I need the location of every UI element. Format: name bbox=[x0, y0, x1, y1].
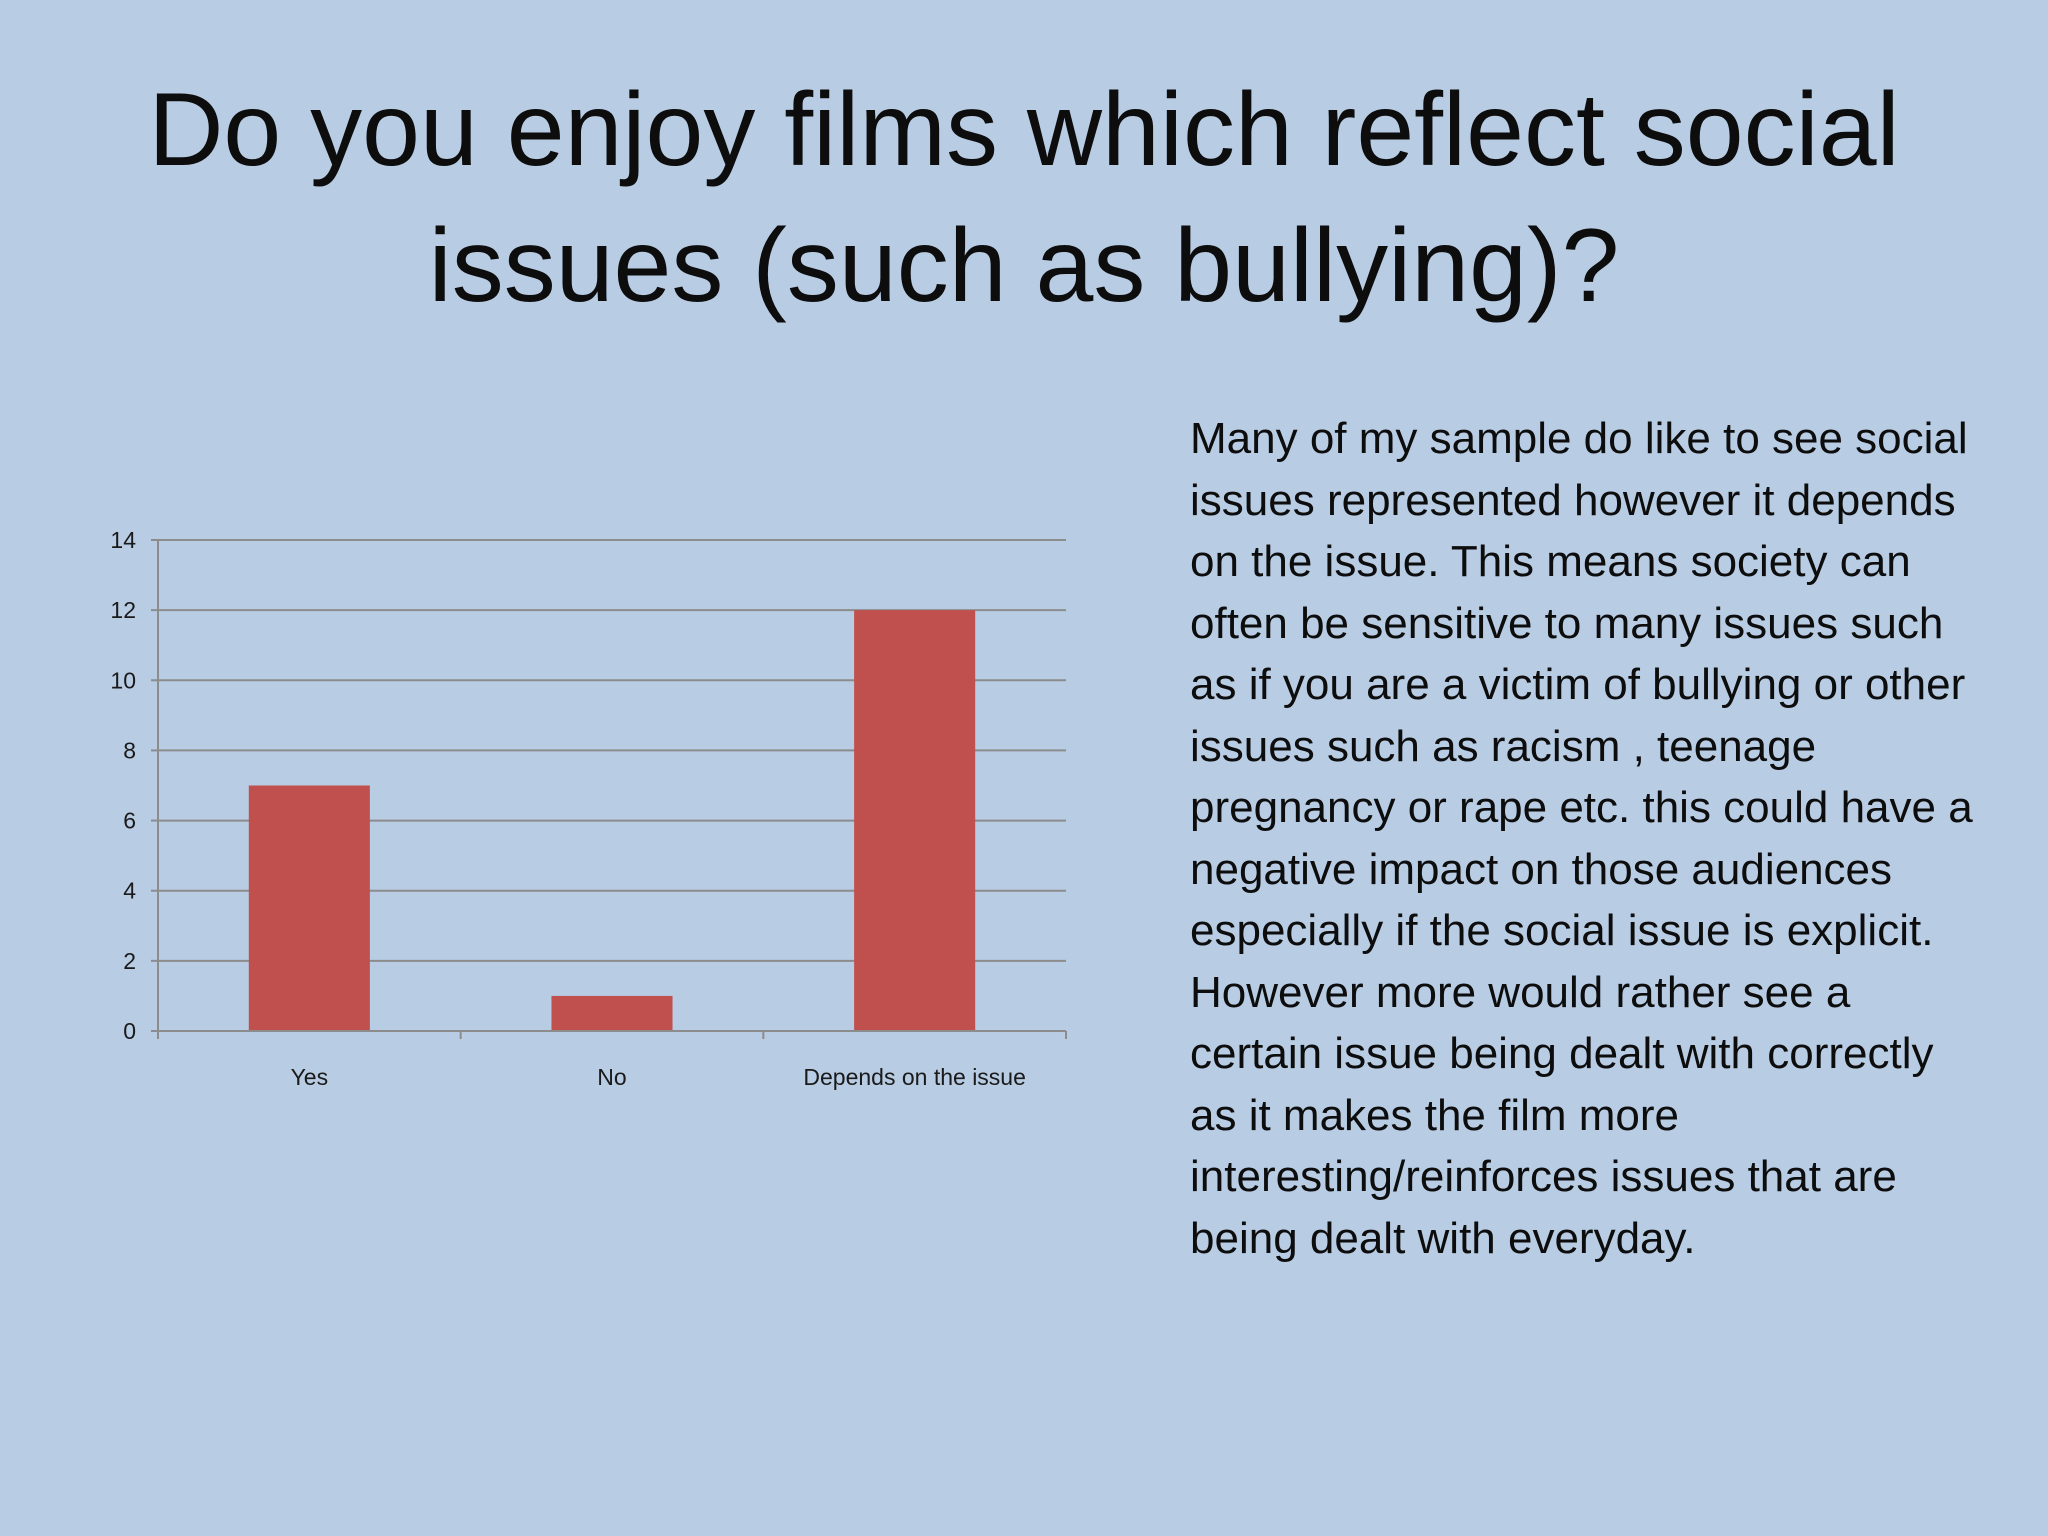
y-tick-label: 6 bbox=[123, 808, 136, 834]
slide-title: Do you enjoy films which reflect social … bbox=[148, 72, 1900, 324]
bar-no bbox=[551, 995, 673, 1031]
y-tick-label: 12 bbox=[110, 597, 136, 623]
bar-yes bbox=[248, 785, 370, 1031]
y-tick-label: 10 bbox=[110, 667, 136, 693]
x-category-label: Yes bbox=[291, 1064, 329, 1090]
y-tick-label: 14 bbox=[110, 527, 136, 553]
analysis-text: Many of my sample do like to see social … bbox=[1190, 414, 1973, 1263]
y-tick-label: 0 bbox=[123, 1018, 136, 1044]
bar-depends-on-the-issue bbox=[854, 610, 976, 1031]
x-category-label: No bbox=[597, 1064, 626, 1090]
bar-chart: 0 2 4 6 8 10 12 14 Yes No Depends on the issue bbox=[60, 500, 1100, 1120]
y-tick-label: 8 bbox=[123, 737, 136, 763]
y-tick-label: 4 bbox=[123, 878, 136, 904]
y-tick-label: 2 bbox=[123, 948, 136, 974]
bar-chart-svg: 0 2 4 6 8 10 12 14 Yes No Depends on the issue bbox=[110, 527, 1067, 1090]
x-category-label: Depends on the issue bbox=[803, 1064, 1026, 1090]
